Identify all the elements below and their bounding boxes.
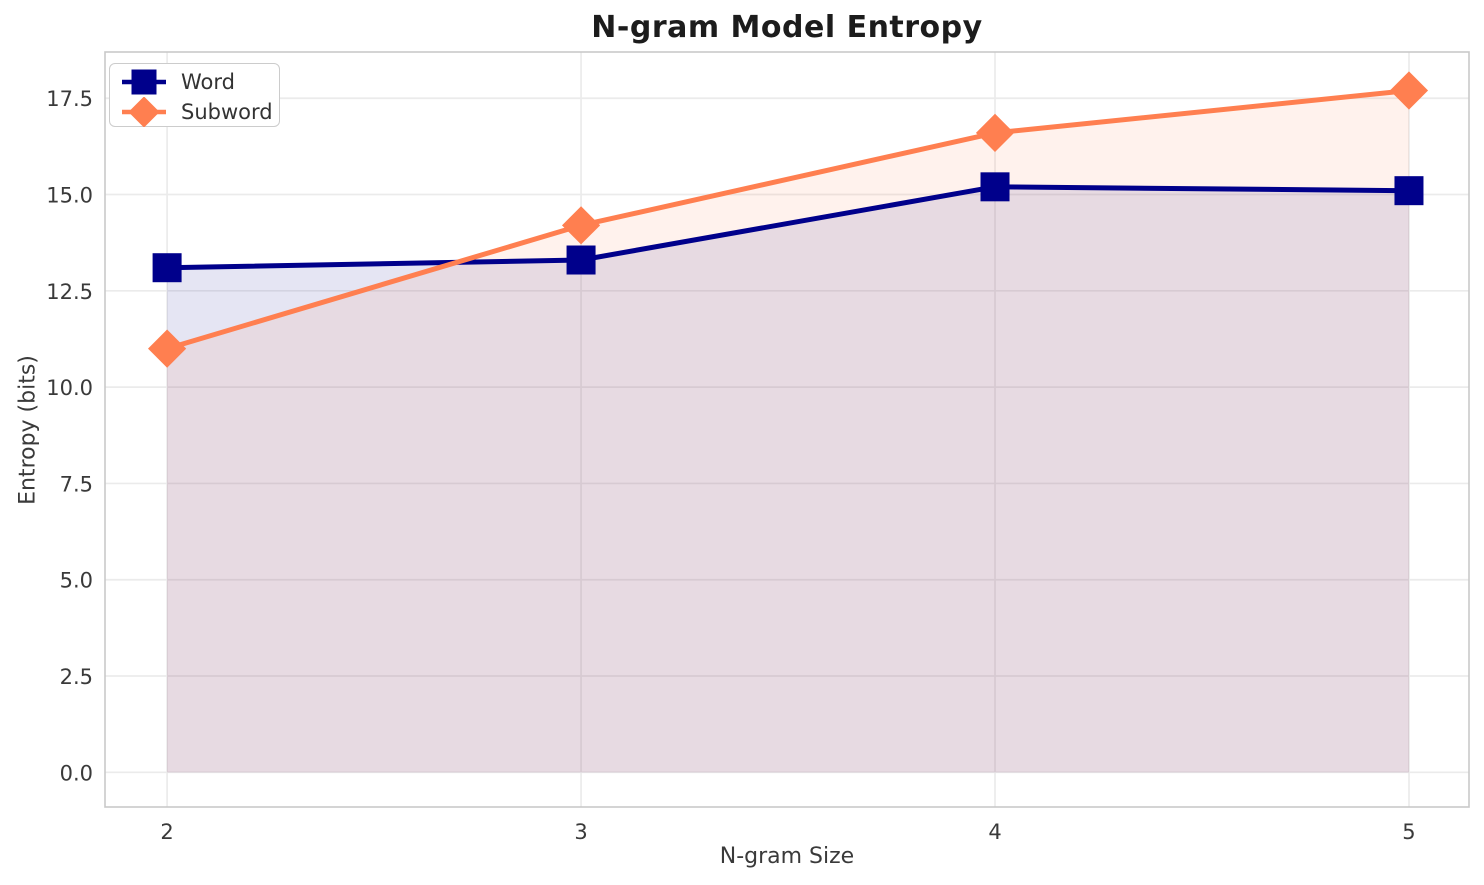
x-tick-label: 4 [988, 820, 1001, 844]
marker-diamond [1389, 71, 1429, 110]
chart-title: N-gram Model Entropy [591, 10, 983, 45]
x-tick-label: 3 [574, 820, 587, 844]
y-tick-label: 5.0 [60, 569, 93, 593]
y-tick-label: 2.5 [60, 665, 93, 689]
legend-square-marker-icon [122, 69, 166, 95]
area-fill-word [167, 186, 1409, 773]
marker-square [1394, 176, 1424, 206]
y-axis-label: Entropy (bits) [15, 355, 41, 505]
legend-label: Subword [181, 100, 273, 124]
marker-square [566, 245, 596, 275]
marker-square [980, 172, 1010, 202]
marker-square [152, 253, 182, 283]
x-tick-label: 2 [160, 820, 173, 844]
line-subword [166, 88, 1410, 352]
y-tick-label: 17.5 [46, 87, 93, 111]
y-tick-label: 12.5 [46, 280, 93, 304]
x-axis-label: N-gram Size [719, 844, 855, 869]
y-tick-label: 0.0 [60, 761, 93, 785]
plot-border [104, 51, 1470, 808]
legend-item-word: Word [120, 67, 271, 97]
line-word [167, 184, 1409, 271]
marker-diamond [148, 329, 187, 368]
y-tick-label: 10.0 [46, 376, 93, 400]
y-tick-label: 15.0 [46, 184, 93, 208]
legend-label: Word [181, 70, 235, 94]
area-fill-subword [167, 90, 1409, 773]
y-tick-label: 7.5 [60, 472, 93, 496]
legend: Word Subword [109, 63, 280, 127]
x-tick-label: 5 [1402, 820, 1415, 844]
legend-item-subword: Subword [120, 97, 273, 127]
legend-diamond-marker-icon [122, 97, 166, 127]
